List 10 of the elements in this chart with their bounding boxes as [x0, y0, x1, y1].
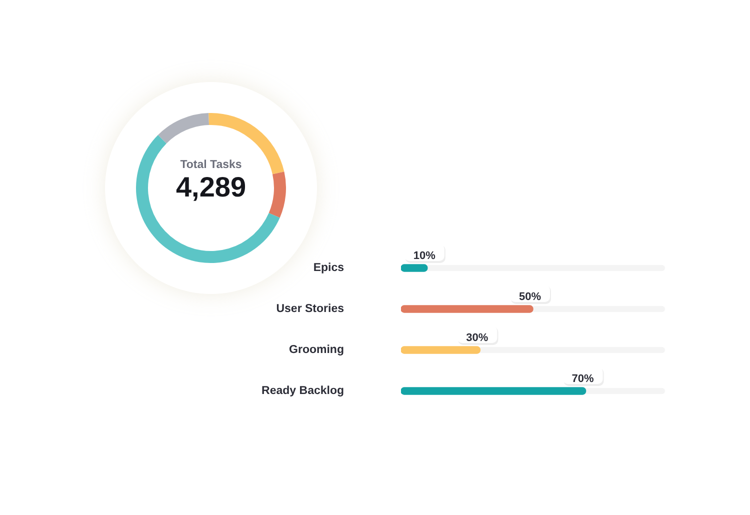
- text: Total Tasks: [180, 159, 242, 172]
- data-label: 30%: [466, 332, 488, 344]
- y-tick-label: Grooming: [289, 344, 344, 356]
- data-label: 70%: [572, 373, 594, 386]
- data-label: 50%: [518, 291, 542, 304]
- data-label: 10%: [413, 250, 436, 262]
- text: 4,289: [176, 172, 246, 203]
- y-tick-label: User Stories: [276, 303, 344, 316]
- y-tick-label: Epics: [313, 262, 344, 274]
- y-tick-label: Ready Backlog: [262, 385, 344, 398]
